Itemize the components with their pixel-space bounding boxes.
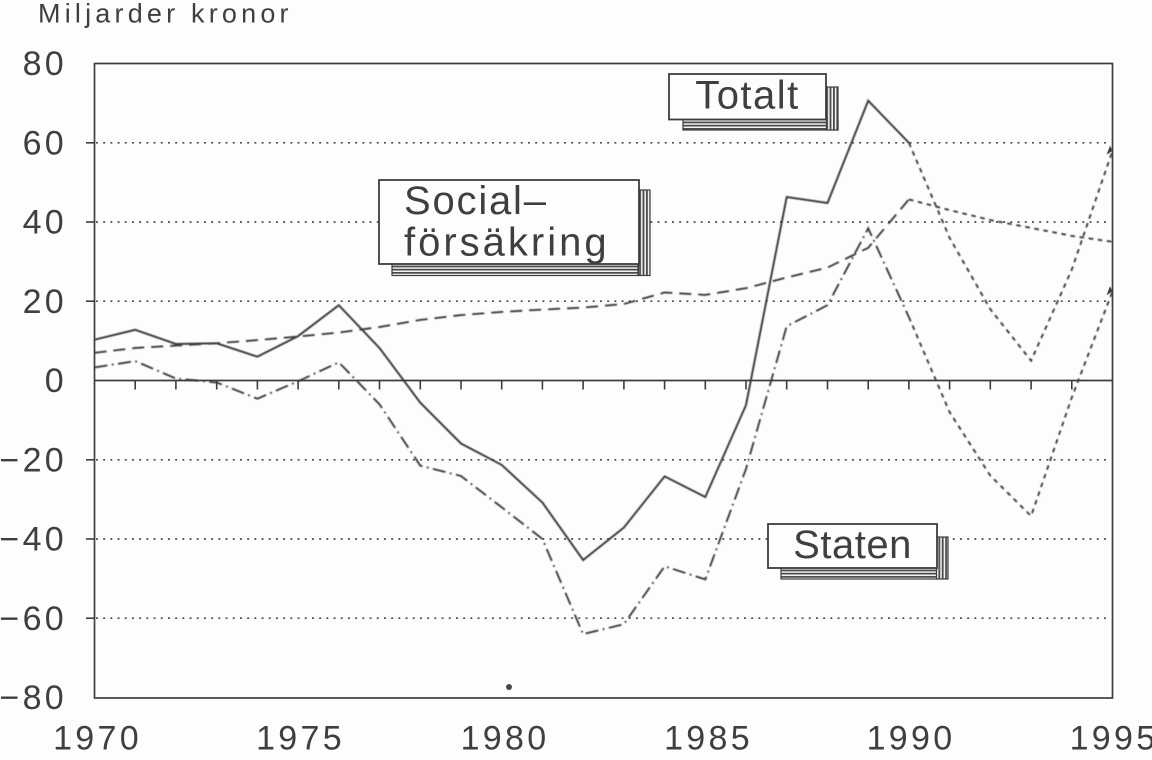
svg-text:−40: −40 (0, 521, 67, 559)
svg-text:1975: 1975 (256, 720, 345, 756)
svg-text:1980: 1980 (461, 720, 550, 756)
svg-text:20: 20 (23, 283, 67, 321)
svg-text:−80: −80 (0, 679, 67, 717)
svg-text:Totalt: Totalt (695, 74, 800, 118)
svg-text:40: 40 (23, 204, 67, 242)
svg-text:försäkring: försäkring (404, 221, 610, 265)
svg-text:1990: 1990 (867, 720, 956, 756)
svg-text:1995: 1995 (1070, 720, 1152, 756)
svg-text:Staten: Staten (793, 523, 912, 567)
svg-text:Social–: Social– (404, 179, 548, 223)
svg-text:60: 60 (23, 125, 67, 163)
svg-text:80: 80 (23, 45, 67, 83)
svg-text:−60: −60 (0, 600, 67, 638)
svg-text:−20: −20 (0, 442, 67, 480)
svg-text:Miljarder kronor: Miljarder kronor (38, 0, 293, 29)
svg-text:1970: 1970 (53, 720, 142, 756)
svg-text:1985: 1985 (664, 720, 753, 756)
svg-text:0: 0 (45, 362, 67, 400)
